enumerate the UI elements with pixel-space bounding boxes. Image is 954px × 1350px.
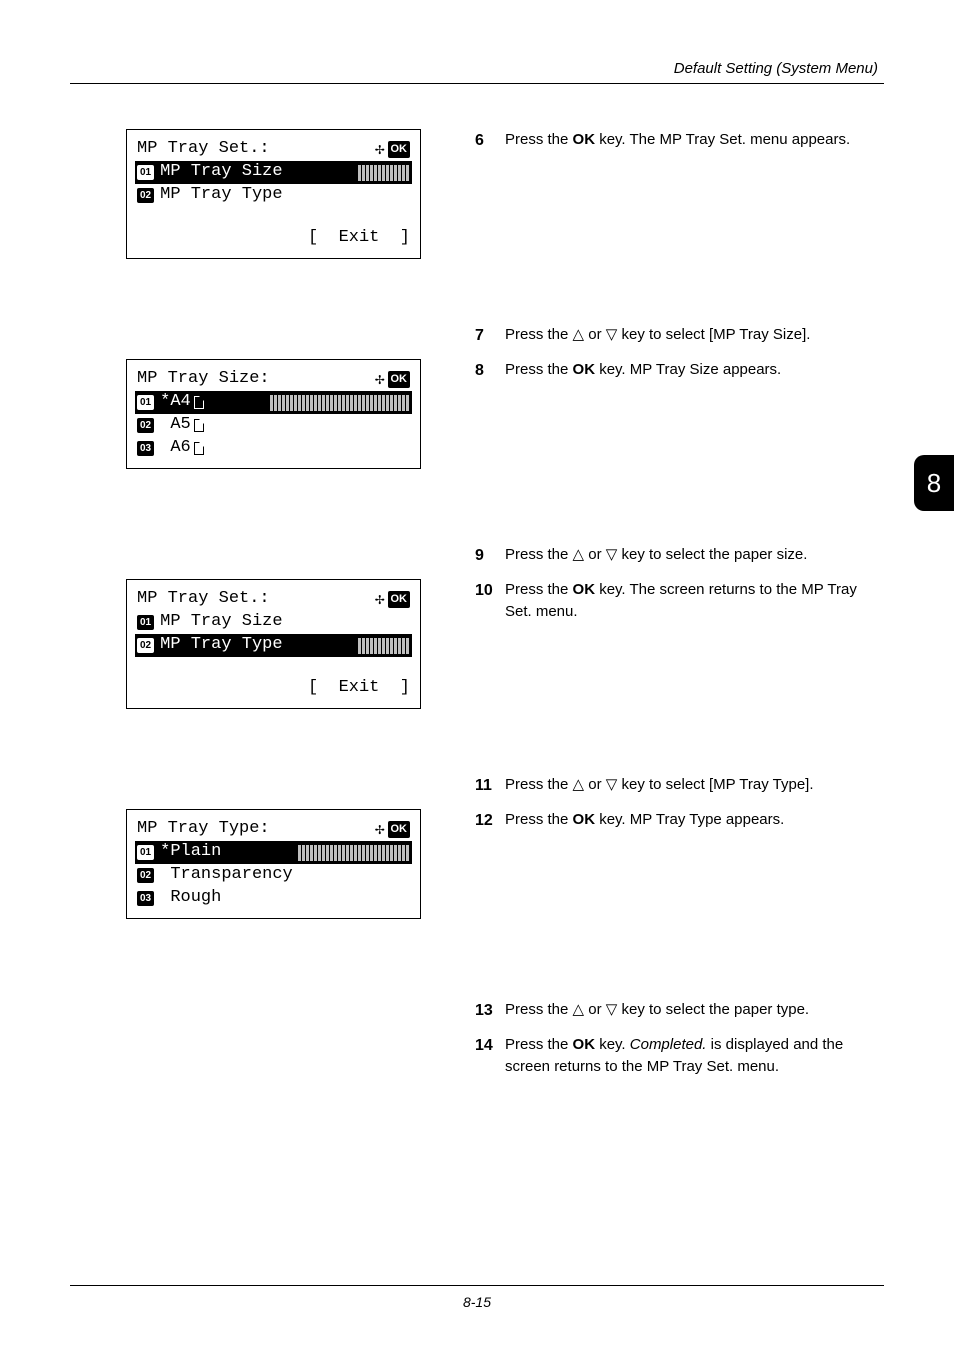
nav-ok-indicator: ✢OK: [375, 141, 410, 158]
step-text: Press the OK key. The screen returns to …: [505, 579, 884, 623]
step-number: 9: [475, 544, 505, 567]
nav-ok-indicator: ✢OK: [375, 371, 410, 388]
lcd-menu-item: 01 *Plain: [135, 841, 412, 864]
lcd-title-row: MP Tray Size:✢OK: [137, 368, 410, 391]
item-text: MP Tray Size: [160, 161, 282, 184]
item-text: Transparency: [160, 864, 293, 887]
header-rule: [70, 83, 884, 84]
lcd-title-row: MP Tray Set.:✢OK: [137, 138, 410, 161]
header-title: Default Setting (System Menu): [70, 60, 884, 77]
lcd-title: MP Tray Set.:: [137, 138, 375, 161]
step-text: Press the OK key. MP Tray Size appears.: [505, 359, 884, 381]
lcd-exit-label: [ Exit ]: [137, 677, 410, 700]
lcd2-panel: MP Tray Size:✢OK 01 *A4 02 A5 03 A6: [126, 359, 421, 469]
lcd-menu-item: 02 Transparency: [137, 864, 410, 887]
item-text: A5: [160, 414, 191, 437]
instruction-step: 9 Press the △ or ▽ key to select the pap…: [475, 544, 884, 567]
step-number: 7: [475, 324, 505, 347]
selection-hatch: [358, 638, 410, 654]
item-text: MP Tray Size: [160, 611, 282, 634]
lcd-menu-item: 02 A5: [137, 414, 410, 437]
item-number-badge: 02: [137, 868, 154, 884]
item-number-badge: 01: [137, 615, 154, 631]
lcd-menu-item: 03 Rough: [137, 887, 410, 910]
instruction-step: 8 Press the OK key. MP Tray Size appears…: [475, 359, 884, 382]
item-text: *Plain: [160, 841, 221, 864]
step-text: Press the OK key. The MP Tray Set. menu …: [505, 129, 884, 151]
item-text: Rough: [160, 887, 221, 910]
step-number: 10: [475, 579, 505, 602]
item-number-badge: 02: [137, 638, 154, 654]
page-icon: [194, 419, 204, 432]
step-text: Press the OK key. MP Tray Type appears.: [505, 809, 884, 831]
instruction-step: 11 Press the △ or ▽ key to select [MP Tr…: [475, 774, 884, 797]
item-number-badge: 03: [137, 441, 154, 457]
item-number-badge: 01: [137, 165, 154, 181]
item-text: MP Tray Type: [160, 184, 282, 207]
lcd-title: MP Tray Type:: [137, 818, 375, 841]
step-number: 6: [475, 129, 505, 152]
page-icon: [194, 396, 204, 409]
selection-hatch: [298, 845, 410, 861]
instruction-step: 13 Press the △ or ▽ key to select the pa…: [475, 999, 884, 1022]
selection-hatch: [270, 395, 410, 411]
nav-ok-indicator: ✢OK: [375, 821, 410, 838]
item-number-badge: 01: [137, 395, 154, 411]
chapter-side-tab: 8: [914, 455, 954, 511]
nav-ok-indicator: ✢OK: [375, 591, 410, 608]
lcd-title: MP Tray Size:: [137, 368, 375, 391]
lcd4-panel: MP Tray Type:✢OK 01 *Plain 02 Transparen…: [126, 809, 421, 919]
lcd-title: MP Tray Set.:: [137, 588, 375, 611]
item-text: A6: [160, 437, 191, 460]
lcd-menu-item: 02 MP Tray Type: [137, 184, 410, 207]
step-text: Press the △ or ▽ key to select the paper…: [505, 544, 884, 566]
step-number: 12: [475, 809, 505, 832]
instruction-step: 10 Press the OK key. The screen returns …: [475, 579, 884, 623]
item-number-badge: 03: [137, 891, 154, 907]
instruction-step: 14 Press the OK key. Completed. is displ…: [475, 1034, 884, 1078]
page-icon: [194, 442, 204, 455]
lcd-menu-item: 02 MP Tray Type: [135, 634, 412, 657]
selection-hatch: [358, 165, 410, 181]
page-number: 8-15: [0, 1294, 954, 1310]
lcd-title-row: MP Tray Type:✢OK: [137, 818, 410, 841]
step-text: Press the △ or ▽ key to select the paper…: [505, 999, 884, 1021]
lcd-menu-item: 01 MP Tray Size: [135, 161, 412, 184]
item-number-badge: 02: [137, 418, 154, 434]
step-number: 13: [475, 999, 505, 1022]
step-number: 11: [475, 774, 505, 797]
lcd1-panel: MP Tray Set.:✢OK 01 MP Tray Size 02 MP T…: [126, 129, 421, 259]
step-number: 14: [475, 1034, 505, 1057]
lcd3-panel: MP Tray Set.:✢OK 01 MP Tray Size 02 MP T…: [126, 579, 421, 709]
step-text: Press the OK key. Completed. is displaye…: [505, 1034, 884, 1078]
lcd-menu-item: 01 *A4: [135, 391, 412, 414]
item-number-badge: 02: [137, 188, 154, 204]
lcd-menu-item: 01 MP Tray Size: [137, 611, 410, 634]
lcd-exit-label: [ Exit ]: [137, 227, 410, 250]
step-text: Press the △ or ▽ key to select [MP Tray …: [505, 324, 884, 346]
instruction-step: 12 Press the OK key. MP Tray Type appear…: [475, 809, 884, 832]
item-text: *A4: [160, 391, 191, 414]
instruction-step: 6 Press the OK key. The MP Tray Set. men…: [475, 129, 884, 152]
instruction-step: 7 Press the △ or ▽ key to select [MP Tra…: [475, 324, 884, 347]
item-text: MP Tray Type: [160, 634, 282, 657]
step-text: Press the △ or ▽ key to select [MP Tray …: [505, 774, 884, 796]
item-number-badge: 01: [137, 845, 154, 861]
footer-rule: [70, 1285, 884, 1286]
lcd-menu-item: 03 A6: [137, 437, 410, 460]
lcd-title-row: MP Tray Set.:✢OK: [137, 588, 410, 611]
step-number: 8: [475, 359, 505, 382]
